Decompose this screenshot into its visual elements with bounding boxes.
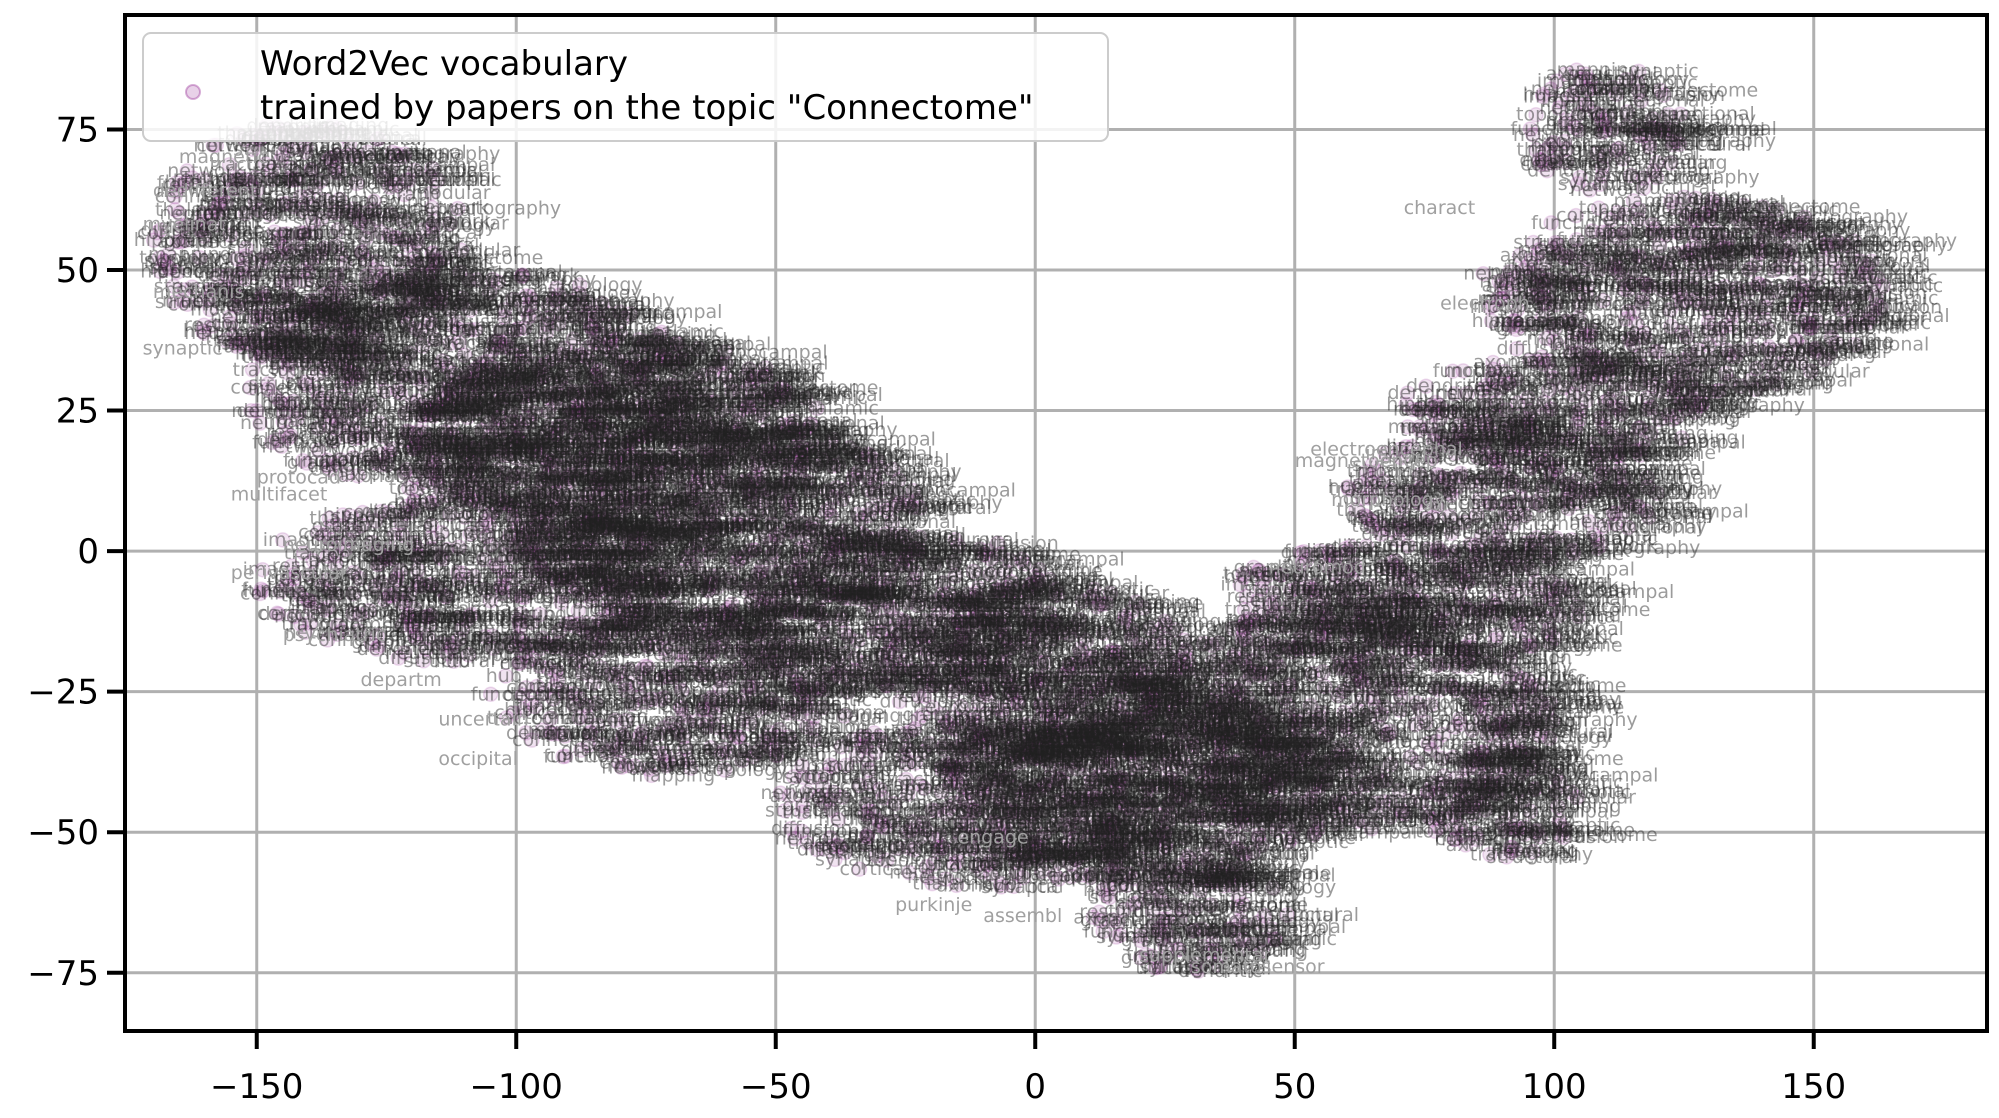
data-point-0	[252, 290, 269, 307]
data-point-13	[427, 290, 444, 307]
data-point-33	[237, 205, 254, 222]
data-point-5	[294, 305, 311, 322]
data-point-6	[319, 286, 335, 302]
data-point-37	[415, 222, 432, 238]
data-point-32	[282, 170, 298, 186]
data-point-40	[149, 225, 165, 241]
data-point-1	[196, 325, 212, 341]
data-point-22	[161, 259, 177, 276]
data-points	[145, 62, 1891, 979]
data-point-29	[279, 226, 296, 242]
data-point-16	[348, 175, 365, 192]
data-point-14	[211, 194, 228, 211]
data-point-34	[336, 315, 352, 331]
data-point-27	[228, 181, 244, 197]
data-point-10	[382, 179, 399, 196]
data-point-7	[234, 262, 251, 279]
data-point-19	[302, 292, 319, 309]
data-point-39	[257, 291, 273, 307]
data-point-4	[263, 342, 279, 359]
data-point-9	[399, 316, 416, 332]
data-point-35	[161, 261, 178, 277]
data-point-30	[300, 189, 316, 205]
data-point-17	[221, 172, 238, 189]
data-point-12	[283, 160, 300, 176]
data-point-31	[295, 242, 311, 258]
data-point-15	[328, 280, 344, 297]
data-point-25	[265, 307, 281, 323]
data-point-28	[169, 175, 185, 191]
data-point-21	[337, 296, 353, 312]
data-point-26	[276, 293, 292, 309]
data-point-24	[260, 254, 277, 270]
data-point-11	[289, 308, 306, 324]
data-point-38	[195, 206, 211, 222]
data-point-20	[166, 188, 183, 205]
data-point-36	[202, 301, 218, 318]
data-point-18	[405, 248, 422, 264]
data-point-2	[246, 325, 262, 342]
data-point-23	[284, 273, 301, 289]
